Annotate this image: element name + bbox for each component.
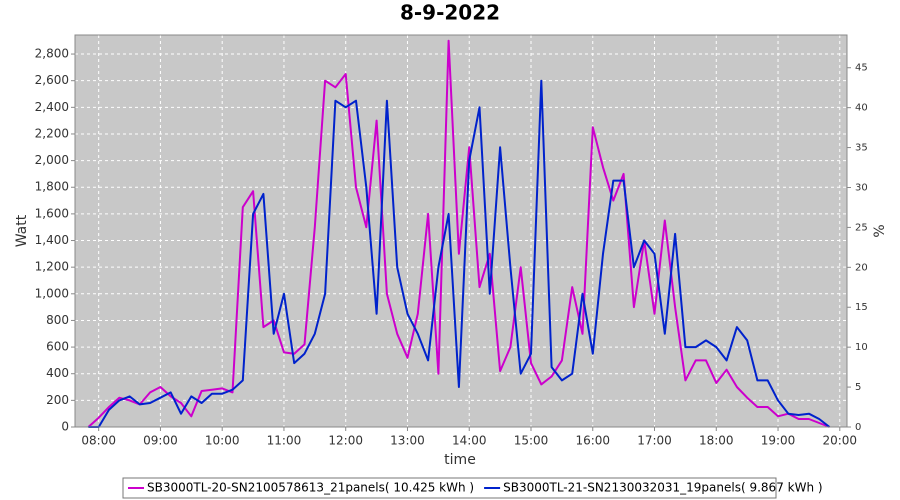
- plot-border: [74, 34, 848, 428]
- x-tick-label: 12:00: [328, 434, 363, 448]
- y-tick-label: 800: [46, 313, 69, 327]
- y2-tick-label: 10: [855, 342, 868, 353]
- legend: [122, 477, 777, 499]
- y2-tick-label: 25: [855, 222, 868, 233]
- legend-label: SB3000TL-21-SN2130032031_19panels( 9.867…: [503, 481, 822, 495]
- y-tick-label: 1,000: [35, 286, 69, 300]
- y2-tick-label: 0: [855, 422, 861, 433]
- x-tick-label: 13:00: [390, 434, 425, 448]
- y-tick-label: 2,600: [35, 73, 69, 87]
- y-tick-label: 600: [46, 340, 69, 354]
- y2-axis-label: %: [872, 224, 888, 237]
- y2-tick-label: 45: [855, 63, 868, 74]
- y-tick-label: 2,400: [35, 100, 69, 114]
- x-tick-label: 19:00: [761, 434, 796, 448]
- x-tick-label: 08:00: [81, 434, 116, 448]
- series-line: [87, 39, 830, 428]
- y2-tick-label: 35: [855, 143, 868, 154]
- chart-title: 8-9-2022: [400, 1, 500, 25]
- x-tick-label: 17:00: [637, 434, 672, 448]
- y2-tick-label: 15: [855, 302, 868, 313]
- y-tick-label: 2,800: [35, 47, 69, 61]
- y-tick-label: 1,400: [35, 233, 69, 247]
- x-tick-label: 14:00: [452, 434, 487, 448]
- x-tick-label: 16:00: [575, 434, 610, 448]
- y-axis-label: Watt: [14, 214, 30, 247]
- x-tick-label: 20:00: [822, 434, 857, 448]
- y2-tick-label: 20: [855, 262, 868, 273]
- x-tick-label: 18:00: [699, 434, 734, 448]
- y-tick-label: 1,800: [35, 180, 69, 194]
- series-line: [88, 79, 831, 428]
- y-tick-label: 2,200: [35, 126, 69, 140]
- y-tick-label: 2,000: [35, 153, 69, 167]
- x-tick-label: 10:00: [205, 434, 240, 448]
- x-tick-label: 11:00: [267, 434, 302, 448]
- y-tick-label: 0: [61, 420, 69, 434]
- y2-tick-label: 5: [855, 382, 861, 393]
- y-tick-label: 200: [46, 393, 69, 407]
- y2-tick-label: 30: [855, 182, 868, 193]
- x-tick-label: 15:00: [514, 434, 549, 448]
- y-tick-label: 1,600: [35, 206, 69, 220]
- y2-tick-label: 40: [855, 103, 868, 114]
- x-tick-label: 09:00: [143, 434, 178, 448]
- y-tick-label: 400: [46, 366, 69, 380]
- x-axis-label: time: [444, 452, 476, 468]
- legend-label: SB3000TL-20-SN2100578613_21panels( 10.42…: [147, 481, 474, 495]
- y-tick-label: 1,200: [35, 260, 69, 274]
